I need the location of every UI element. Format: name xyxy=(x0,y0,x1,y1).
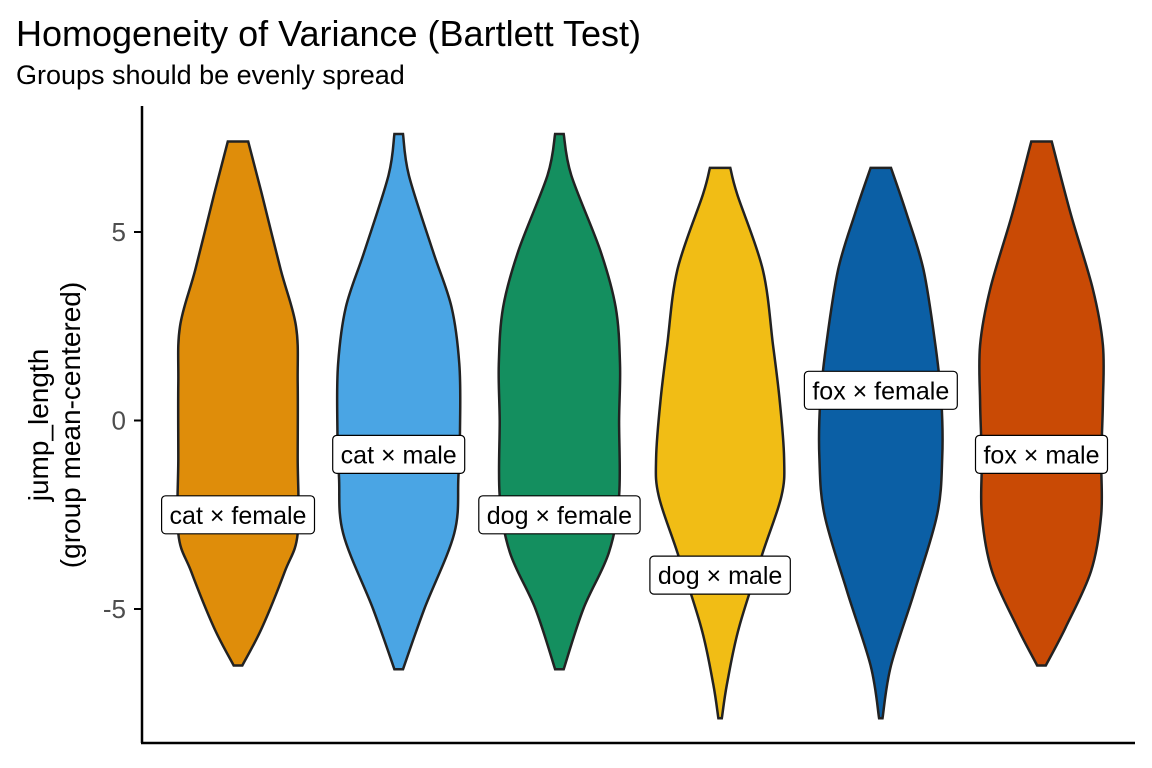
group-label: cat × female xyxy=(161,495,316,535)
violins xyxy=(176,132,1105,720)
group-label: cat × male xyxy=(332,434,466,474)
violin-fox-male xyxy=(978,140,1105,667)
group-label-box xyxy=(803,370,958,410)
chart-subtitle: Groups should be evenly spread xyxy=(16,60,405,90)
group-label-box xyxy=(161,495,316,535)
y-tick-label: 5 xyxy=(112,217,126,247)
group-label-text: dog × female xyxy=(487,502,632,530)
chart-title: Homogeneity of Variance (Bartlett Test) xyxy=(16,13,641,54)
group-label-text: fox × male xyxy=(983,441,1099,469)
group-label-text: dog × male xyxy=(658,562,782,590)
y-tick-label: 0 xyxy=(112,406,126,436)
y-tick-label: -5 xyxy=(103,594,126,624)
group-labels: cat × female cat × male dog × female dog × … xyxy=(161,370,1109,595)
group-label-box xyxy=(332,434,466,474)
group-label-text: cat × female xyxy=(170,502,307,530)
violin-cat-male xyxy=(335,132,462,671)
y-axis-label-line1: jump_length xyxy=(23,349,54,503)
violin-cat-female xyxy=(176,140,300,667)
violin-dog-female xyxy=(497,132,622,671)
group-label: fox × female xyxy=(803,370,958,410)
y-axis-label: jump_length (group mean-centered) xyxy=(23,282,86,568)
group-label-box xyxy=(649,555,791,595)
group-label-box xyxy=(478,495,641,535)
y-axis-ticks: -5 0 5 xyxy=(103,217,142,624)
group-label-text: cat × male xyxy=(341,441,457,469)
violin-fox-female xyxy=(817,166,944,720)
group-label-box xyxy=(974,434,1109,474)
group-label: dog × male xyxy=(649,555,791,595)
y-axis-label-line2: (group mean-centered) xyxy=(55,282,86,568)
group-label: dog × female xyxy=(478,495,641,535)
group-label-text: fox × female xyxy=(812,377,949,405)
violin-dog-male xyxy=(654,166,786,720)
group-label: fox × male xyxy=(974,434,1109,474)
